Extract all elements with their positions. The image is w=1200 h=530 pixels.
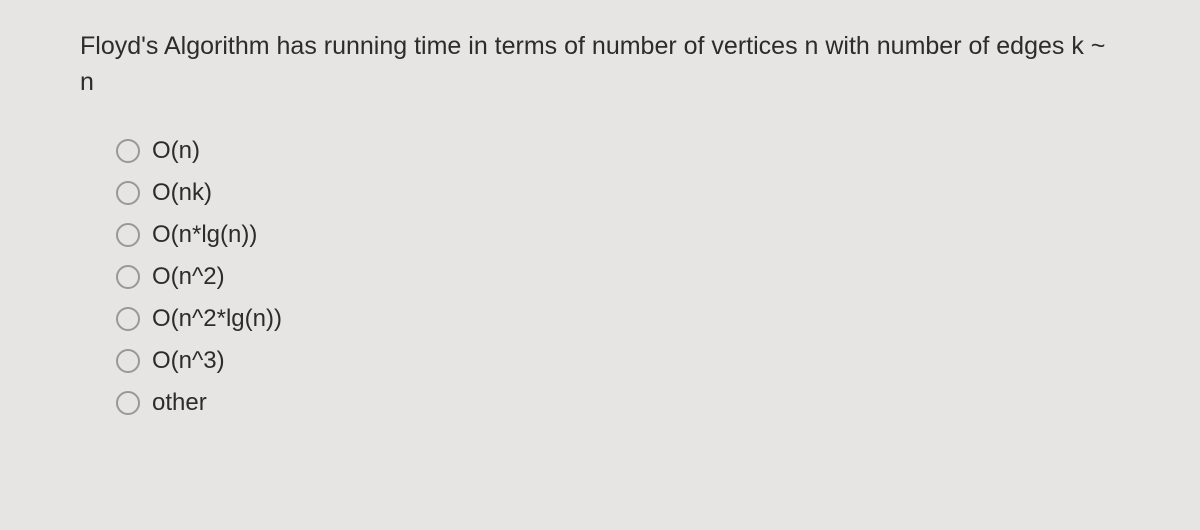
option-o-n-lgn[interactable]: O(n*lg(n)) (116, 223, 1120, 247)
option-label: O(n^3) (152, 349, 225, 373)
radio-icon (116, 265, 140, 289)
radio-icon (116, 349, 140, 373)
option-o-nk[interactable]: O(nk) (116, 181, 1120, 205)
radio-icon (116, 223, 140, 247)
radio-icon (116, 181, 140, 205)
radio-icon (116, 139, 140, 163)
option-o-n[interactable]: O(n) (116, 139, 1120, 163)
option-o-n2-lgn[interactable]: O(n^2*lg(n)) (116, 307, 1120, 331)
option-other[interactable]: other (116, 391, 1120, 415)
radio-icon (116, 391, 140, 415)
option-label: O(n) (152, 139, 200, 163)
option-o-n2[interactable]: O(n^2) (116, 265, 1120, 289)
option-label: O(nk) (152, 181, 212, 205)
options-group: O(n) O(nk) O(n*lg(n)) O(n^2) O(n^2*lg(n)… (80, 139, 1120, 415)
option-o-n3[interactable]: O(n^3) (116, 349, 1120, 373)
radio-icon (116, 307, 140, 331)
option-label: O(n*lg(n)) (152, 223, 257, 247)
question-card: Floyd's Algorithm has running time in te… (0, 0, 1200, 435)
option-label: O(n^2) (152, 265, 225, 289)
option-label: other (152, 391, 207, 415)
question-text: Floyd's Algorithm has running time in te… (80, 28, 1120, 101)
option-label: O(n^2*lg(n)) (152, 307, 282, 331)
